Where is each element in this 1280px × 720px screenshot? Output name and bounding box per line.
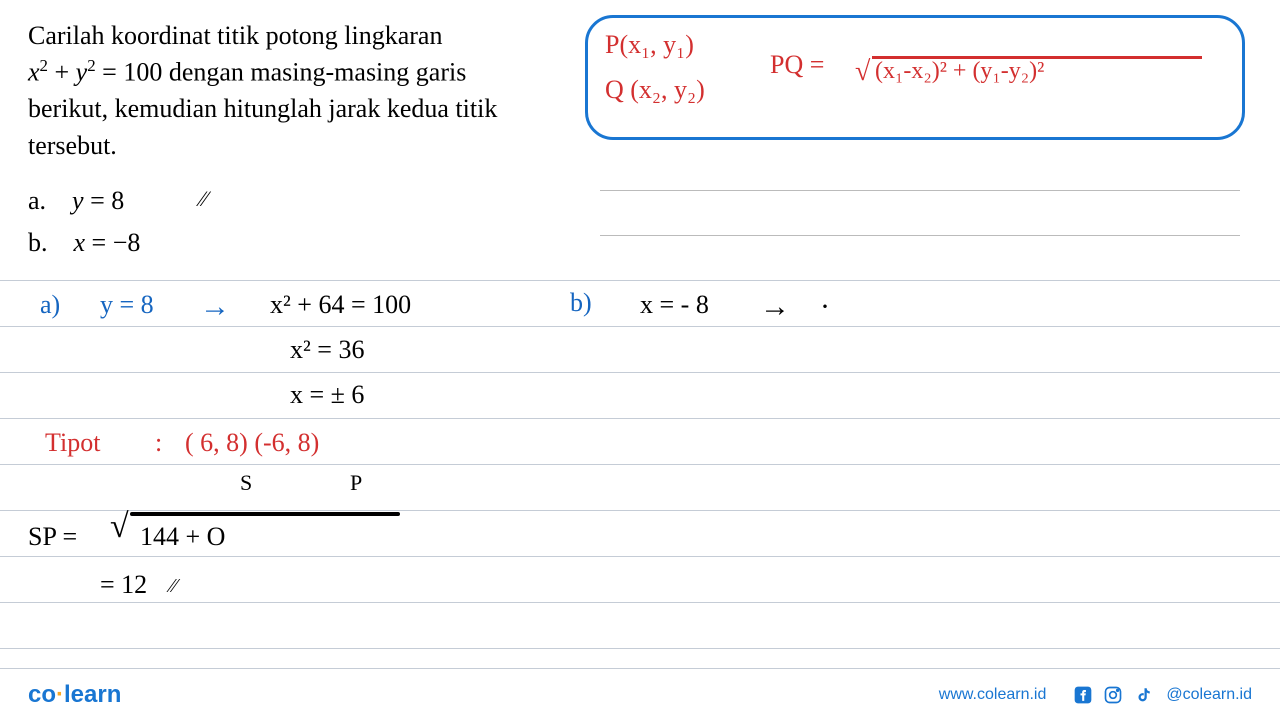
- sp-result: = 12: [100, 570, 147, 600]
- tick-a-icon: ⁄⁄: [200, 186, 207, 212]
- options-list: a. y = 8 b. x = −8: [28, 180, 140, 263]
- opt-b-eq: = −8: [85, 228, 140, 257]
- work-b-x: x = - 8: [640, 290, 709, 320]
- problem-statement: Carilah koordinat titik potong lingkaran…: [28, 18, 578, 164]
- opt-a-label: a.: [28, 186, 46, 215]
- hr-1: [600, 190, 1240, 191]
- formula-pq-lhs: PQ =: [770, 50, 824, 80]
- notebook-lines: [0, 280, 1280, 694]
- footer-handle[interactable]: @colearn.id: [1166, 686, 1252, 704]
- work-b-label: b): [570, 288, 592, 318]
- work-b-dot: ·: [820, 290, 830, 324]
- var-y: y: [76, 58, 88, 87]
- nb-line: [0, 602, 1280, 648]
- tipot-colon: :: [155, 428, 162, 458]
- var-x: x: [28, 58, 40, 87]
- opt-b-var: x: [74, 228, 86, 257]
- opt-a-var: y: [72, 186, 84, 215]
- opt-a-eq: = 8: [84, 186, 125, 215]
- sqrt-symbol-icon: √: [855, 56, 870, 88]
- tipot-label: Tipot: [45, 428, 100, 458]
- logo-learn: learn: [64, 681, 121, 708]
- work-a-eq1: x² + 64 = 100: [270, 290, 411, 320]
- facebook-icon[interactable]: [1072, 684, 1094, 706]
- label-p: P: [350, 470, 362, 496]
- nb-line: [0, 372, 1280, 418]
- logo-co: co: [28, 681, 56, 708]
- formula-pq-rhs: (x₁-x₂)² + (y₁-y₂)²: [875, 58, 1044, 85]
- work-a-y: y = 8: [100, 290, 154, 320]
- work-a-eq3: x = ± 6: [290, 380, 364, 410]
- nb-line: [0, 556, 1280, 602]
- hr-2: [600, 235, 1240, 236]
- instagram-icon[interactable]: [1102, 684, 1124, 706]
- sup-2a: 2: [40, 56, 48, 75]
- footer-right: www.colearn.id @colearn.id: [939, 684, 1252, 706]
- label-s: S: [240, 470, 252, 496]
- sup-2b: 2: [87, 56, 95, 75]
- problem-line1: Carilah koordinat titik potong lingkaran: [28, 21, 442, 50]
- work-a-label: a): [40, 290, 60, 320]
- sp-under: 144 + O: [140, 522, 225, 552]
- formula-p: P(x₁, y₁): [605, 30, 694, 60]
- sqrt-symbol2-icon: √: [110, 508, 129, 546]
- sqrt-overline2: [130, 512, 400, 516]
- footer: co·learn www.colearn.id @colearn.id: [0, 668, 1280, 720]
- problem-line3: berikut, kemudian hitunglah jarak kedua …: [28, 94, 497, 123]
- footer-url[interactable]: www.colearn.id: [939, 686, 1047, 704]
- formula-q: Q (x₂, y₂): [605, 75, 705, 105]
- arrow-a-icon: →: [200, 290, 230, 324]
- problem-line4: tersebut.: [28, 131, 117, 160]
- logo-dot-icon: ·: [56, 681, 64, 708]
- nb-line: [0, 464, 1280, 510]
- tiktok-icon[interactable]: [1132, 684, 1154, 706]
- problem-line2-rest: = 100 dengan masing-masing garis: [96, 58, 467, 87]
- tipot-points: ( 6, 8) (-6, 8): [185, 428, 319, 458]
- plus: +: [48, 58, 76, 87]
- opt-b-label: b.: [28, 228, 48, 257]
- work-a-eq2: x² = 36: [290, 335, 364, 365]
- arrow-b-icon: →: [760, 290, 790, 324]
- sp-tick-icon: ⁄⁄: [170, 575, 177, 598]
- nb-line: [0, 326, 1280, 372]
- brand-logo: co·learn: [28, 681, 121, 709]
- sp-lhs: SP =: [28, 522, 77, 552]
